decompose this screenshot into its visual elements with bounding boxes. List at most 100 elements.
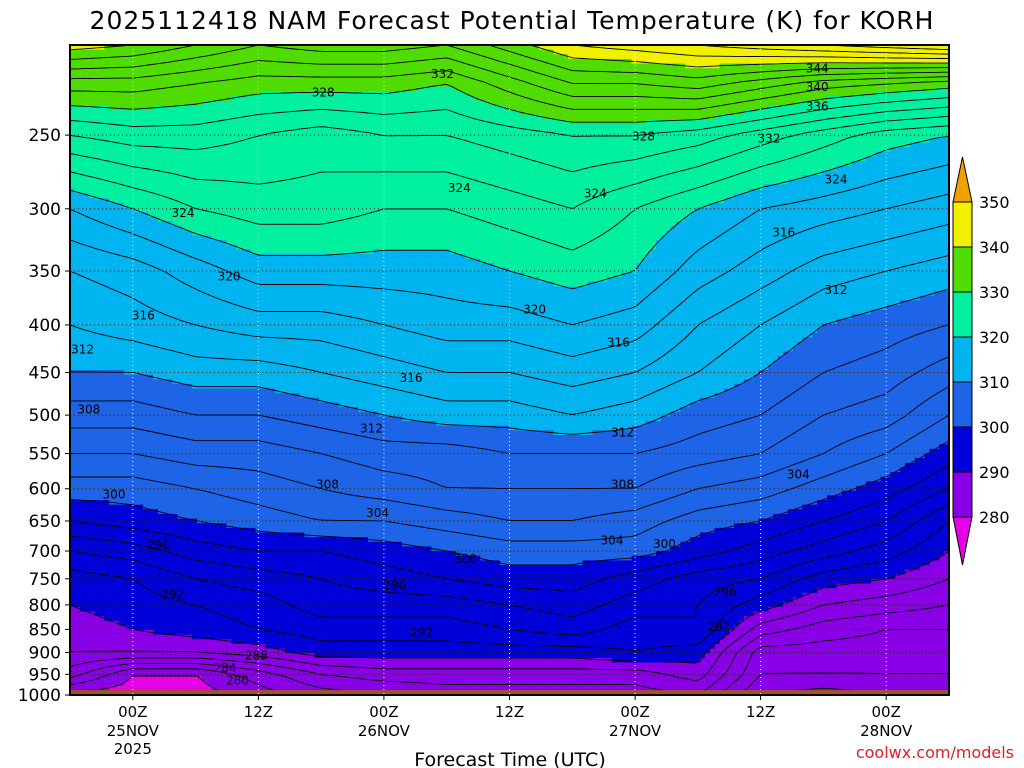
fill-band-cell bbox=[651, 249, 949, 255]
fill-band-cell bbox=[70, 356, 779, 362]
fill-band-cell bbox=[70, 86, 418, 93]
contour-label: 296 bbox=[146, 538, 169, 552]
fill-band-cell bbox=[70, 402, 340, 408]
contour-line-306 bbox=[70, 356, 949, 490]
fill-band-cell bbox=[836, 318, 949, 325]
y-tick-label: 1000 bbox=[18, 686, 61, 706]
colorbar-upper-extension bbox=[952, 156, 973, 203]
x-tick-date-label: 27NOV bbox=[609, 722, 662, 740]
fill-band-cell bbox=[822, 323, 949, 329]
contour-line-334 bbox=[70, 57, 949, 100]
contour-line-320 bbox=[70, 135, 949, 290]
fill-band-cell bbox=[153, 630, 730, 636]
fill-band-cell bbox=[70, 685, 110, 691]
fill-band-cell bbox=[70, 314, 852, 320]
colorbar-band bbox=[952, 426, 973, 473]
fill-band-cell bbox=[123, 681, 208, 687]
fill-band-cell bbox=[690, 402, 949, 408]
colorbar-band bbox=[952, 471, 973, 518]
fill-band-cell bbox=[734, 625, 949, 631]
fill-band-cell bbox=[70, 532, 305, 538]
fill-band-cell bbox=[455, 86, 935, 93]
chart-title: 2025112418 NAM Forecast Potential Temper… bbox=[90, 6, 935, 35]
fill-band-cell bbox=[70, 481, 867, 487]
colorbar-tick-label: 340 bbox=[979, 238, 1010, 257]
fill-band-cell bbox=[890, 472, 949, 478]
contour-line-300 bbox=[70, 440, 949, 566]
fill-band-cell bbox=[714, 114, 949, 120]
contour-label: 300 bbox=[653, 537, 676, 551]
fill-band-cell bbox=[70, 565, 921, 571]
fill-band-cell bbox=[70, 360, 774, 366]
fill-band-cell bbox=[70, 425, 511, 431]
fill-band-cell bbox=[70, 583, 838, 589]
fill-band-cell bbox=[70, 119, 569, 125]
fill-band-cell bbox=[743, 616, 949, 622]
fill-band-cell bbox=[70, 388, 276, 394]
contour-fill-layer bbox=[70, 45, 949, 695]
watermark[interactable]: coolwx.com/models bbox=[856, 743, 1014, 762]
fill-band-cell bbox=[607, 277, 949, 283]
fill-band-cell bbox=[70, 105, 110, 111]
fill-band-cell bbox=[939, 555, 949, 561]
fill-band-cell bbox=[284, 648, 711, 654]
ground-surface bbox=[70, 690, 949, 695]
fill-band-cell bbox=[670, 546, 949, 552]
fill-band-cell bbox=[768, 105, 949, 111]
fill-band-cell bbox=[70, 527, 257, 534]
contour-line-298 bbox=[70, 464, 949, 593]
fill-band-cell bbox=[680, 407, 949, 413]
fill-band-cell bbox=[524, 272, 623, 278]
fill-band-cell bbox=[900, 467, 949, 473]
fill-band-cell bbox=[905, 569, 949, 575]
contour-line-318 bbox=[70, 164, 949, 326]
fill-band-cell bbox=[211, 235, 662, 241]
x-tick-date-label: 26NOV bbox=[358, 722, 411, 740]
fill-band-cell bbox=[70, 537, 369, 543]
fill-band-cell bbox=[157, 509, 789, 515]
fill-band-cell bbox=[900, 300, 949, 306]
fill-band-cell bbox=[631, 58, 949, 65]
fill-band-cell bbox=[787, 179, 949, 185]
fill-band-cell bbox=[70, 300, 901, 306]
x-axis-label: Forecast Time (UTC) bbox=[414, 749, 605, 768]
y-tick-label: 500 bbox=[29, 406, 61, 426]
fill-band-cell bbox=[177, 513, 774, 520]
fill-band-cell bbox=[70, 151, 877, 158]
fill-band-cell bbox=[118, 620, 740, 626]
fill-band-cell bbox=[70, 291, 935, 297]
y-tick-label: 650 bbox=[29, 512, 61, 532]
x-tick-date-label: 2025 bbox=[114, 740, 152, 758]
fill-band-cell bbox=[70, 156, 867, 162]
colorbar-tick-label: 320 bbox=[979, 328, 1010, 347]
contour-label: 328 bbox=[632, 130, 655, 144]
fill-band-cell bbox=[70, 77, 949, 83]
colorbar-lower-extension bbox=[952, 516, 973, 566]
fill-band-cell bbox=[656, 551, 945, 557]
colorbar-tick-label: 310 bbox=[979, 373, 1010, 392]
contour-label: 324 bbox=[584, 187, 607, 201]
fill-band-cell bbox=[70, 198, 110, 204]
fill-band-cell bbox=[919, 295, 949, 301]
fill-band-cell bbox=[656, 244, 949, 250]
contour-line-328 bbox=[70, 97, 949, 137]
fill-band-cell bbox=[714, 393, 949, 399]
fill-band-cell bbox=[665, 230, 949, 236]
fill-band-cell bbox=[685, 63, 721, 69]
fill-band-cell bbox=[465, 253, 647, 260]
fill-band-cell bbox=[509, 425, 633, 431]
contour-label: 312 bbox=[71, 342, 94, 356]
fill-band-cell bbox=[70, 96, 232, 102]
fill-band-cell bbox=[104, 45, 540, 51]
fill-band-cell bbox=[675, 221, 949, 227]
y-tick-label: 800 bbox=[29, 596, 61, 616]
colorbar-band bbox=[952, 246, 973, 293]
fill-band-cell bbox=[182, 226, 672, 232]
fill-band-cell bbox=[70, 161, 852, 167]
fill-band-cell bbox=[255, 527, 716, 534]
fill-band-cell bbox=[934, 86, 949, 93]
fill-band-cell bbox=[734, 383, 949, 390]
colorbar: 280 290 300 310 320 330 340 350 bbox=[952, 156, 1010, 566]
contour-label: 344 bbox=[806, 62, 829, 76]
fill-band-cell bbox=[206, 681, 949, 687]
